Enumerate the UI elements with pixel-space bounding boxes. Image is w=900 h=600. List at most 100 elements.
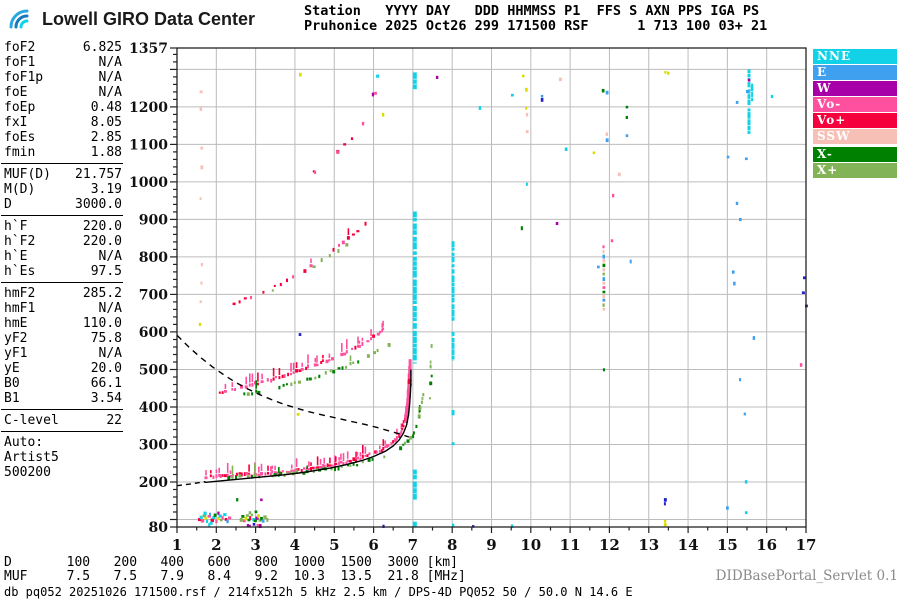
panel-divider (1, 282, 123, 283)
giro-wave-icon (9, 9, 29, 29)
svg-text:15: 15 (717, 536, 738, 554)
param-label: foEp (4, 100, 36, 115)
svg-text:5: 5 (329, 536, 339, 554)
svg-text:300: 300 (139, 438, 168, 454)
param-row-foep: foEp 0.48 (0, 100, 124, 115)
param-label: fxI (4, 115, 28, 130)
doppler-direction-legend: NNE E W Vo- Vo+ SSW X- X+ (813, 49, 897, 179)
param-label: foF2 (4, 40, 36, 55)
legend-item-w: W (813, 81, 897, 96)
param-value: 220.0 (82, 219, 122, 234)
param-label: foE (4, 85, 28, 100)
param-row-hmf2: hmF2 285.2 (0, 286, 124, 301)
svg-text:800: 800 (139, 250, 168, 266)
param-row-fof2: foF2 6.825 (0, 40, 124, 55)
param-value: 220.0 (82, 234, 122, 249)
param-label: yE (4, 361, 20, 376)
svg-text:10: 10 (520, 536, 541, 554)
param-value: 285.2 (82, 286, 122, 301)
param-label: B0 (4, 376, 20, 391)
param-value: 110.0 (82, 316, 122, 331)
param-label: yF1 (4, 346, 28, 361)
param-value: 6.825 (82, 40, 122, 55)
legend-item-xminus: X- (813, 147, 897, 162)
svg-text:14: 14 (678, 536, 699, 554)
autoscaling-info-line: 500200 (4, 465, 51, 480)
param-label: fmin (4, 145, 36, 160)
svg-text:1000: 1000 (130, 175, 168, 191)
panel-divider (1, 215, 123, 216)
param-value: N/A (98, 346, 122, 361)
legend-item-ssw: SSW (813, 129, 897, 144)
param-value: 8.05 (90, 115, 122, 130)
param-row-fxi: fxI 8.05 (0, 115, 124, 130)
param-row-md: M(D) 3.19 (0, 182, 124, 197)
param-row-hmf1: hmF1 N/A (0, 301, 124, 316)
param-label: M(D) (4, 182, 36, 197)
muf-row: MUF 7.5 7.5 7.9 8.4 9.2 10.3 13.5 21.8 [… (4, 569, 466, 584)
servlet-version-label: DIDBasePortal_Servlet 0.1 (715, 568, 898, 584)
d-row: D 100 200 400 600 800 1000 1500 3000 [km… (4, 555, 458, 570)
param-value: N/A (98, 301, 122, 316)
param-row-b1: B1 3.54 (0, 391, 124, 406)
ionogram-plot-area: 1357 1200 1100 1000 900 800 700 600 500 400 300 200… (129, 40, 816, 560)
svg-text:9: 9 (486, 536, 496, 554)
param-label: h`Es (4, 264, 36, 279)
param-label: B1 (4, 391, 20, 406)
param-row-d: D 3000.0 (0, 197, 124, 212)
svg-text:80: 80 (149, 520, 169, 536)
lowell-giro-logo: Lowell GIRO Data Center (8, 7, 255, 31)
legend-item-xplus: X+ (813, 163, 897, 178)
db-status-line: db pq052 20251026 171500.rsf / 214fx512h… (4, 585, 633, 599)
svg-text:2: 2 (211, 536, 221, 554)
d-muf-table: D 100 200 400 600 800 1000 1500 3000 [km… (4, 556, 466, 584)
svg-text:17: 17 (796, 536, 816, 554)
svg-text:12: 12 (599, 536, 620, 554)
param-value: 3000.0 (75, 197, 122, 212)
param-value: 1.88 (90, 145, 122, 160)
svg-text:1357: 1357 (130, 41, 168, 57)
param-value: N/A (98, 85, 122, 100)
ionogram-plot: 1357120011001000900800700600500400300200… (129, 41, 816, 554)
param-row-he: h`E N/A (0, 249, 124, 264)
svg-text:700: 700 (139, 287, 168, 303)
panel-divider (1, 409, 123, 410)
legend-item-e: E (813, 65, 897, 80)
param-value: 75.8 (90, 331, 122, 346)
param-value: 22 (106, 413, 122, 428)
param-label: D (4, 197, 12, 212)
svg-text:600: 600 (139, 325, 168, 341)
svg-text:4: 4 (290, 536, 300, 554)
param-label: hmF1 (4, 301, 36, 316)
param-row-hme: hmE 110.0 (0, 316, 124, 331)
param-label: C-level (4, 413, 59, 428)
svg-text:7: 7 (408, 536, 418, 554)
station-header-line2: Pruhonice 2025 Oct26 299 171500 RSF 1 71… (304, 18, 768, 34)
param-row-hf: h`F 220.0 (0, 219, 124, 234)
svg-text:6: 6 (368, 536, 378, 554)
param-row-mufd: MUF(D) 21.757 (0, 167, 124, 182)
param-row-foe: foE N/A (0, 85, 124, 100)
param-label: h`F (4, 219, 28, 234)
param-row-fof1: foF1 N/A (0, 55, 124, 70)
station-header-line1: Station YYYY DAY DDD HHMMSS P1 FFS S AXN… (304, 3, 760, 19)
param-value: 0.48 (90, 100, 122, 115)
svg-text:200: 200 (139, 475, 168, 491)
panel-divider (1, 431, 123, 432)
svg-text:11: 11 (560, 536, 581, 554)
station-header-block: Station YYYY DAY DDD HHMMSS P1 FFS S AXN… (304, 4, 767, 34)
svg-text:3: 3 (250, 536, 260, 554)
param-value: 2.85 (90, 130, 122, 145)
param-label: hmF2 (4, 286, 36, 301)
parameter-panel: foF2 6.825 foF1 N/A foF1p N/A foE N/A foEp 0.48 fx… (0, 40, 124, 480)
legend-item-voplus: Vo+ (813, 113, 897, 128)
svg-text:1100: 1100 (130, 137, 168, 153)
param-value: N/A (98, 249, 122, 264)
svg-text:16: 16 (756, 536, 777, 554)
autoscaling-info-line: Auto: (4, 435, 44, 450)
param-row-hes: h`Es 97.5 (0, 264, 124, 279)
param-label: foF1p (4, 70, 44, 85)
param-row-hf2: h`F2 220.0 (0, 234, 124, 249)
param-label: h`E (4, 249, 28, 264)
param-row-foes: foEs 2.85 (0, 130, 124, 145)
